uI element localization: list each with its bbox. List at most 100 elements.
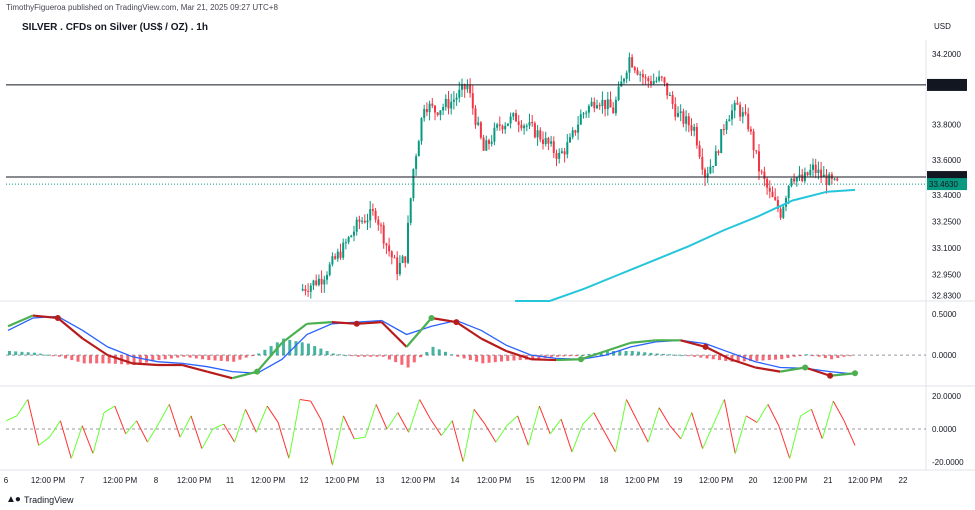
momentum-line-segment bbox=[625, 399, 638, 422]
candle-body bbox=[628, 57, 631, 73]
histogram-bar bbox=[767, 355, 771, 361]
oscillator-line-segment bbox=[231, 370, 258, 380]
momentum-line-segment bbox=[92, 412, 105, 454]
candle-body bbox=[658, 76, 661, 81]
momentum-line-segment bbox=[38, 436, 50, 446]
time-tick-label: 7 bbox=[80, 476, 85, 485]
candle-body bbox=[744, 112, 747, 114]
time-tick-label: 6 bbox=[4, 476, 9, 485]
candle-body bbox=[342, 242, 345, 258]
histogram-bar bbox=[699, 355, 703, 358]
histogram-bar bbox=[537, 355, 541, 359]
candle-body bbox=[506, 123, 509, 126]
candle-body bbox=[690, 125, 693, 131]
histogram-bar bbox=[506, 355, 510, 361]
candle-body bbox=[755, 150, 758, 152]
candle-body bbox=[425, 109, 428, 113]
histogram-bar bbox=[556, 355, 560, 357]
histogram-bar bbox=[32, 352, 36, 356]
oscillator-line-segment bbox=[705, 345, 731, 361]
candle-body bbox=[709, 166, 712, 174]
momentum-line-segment bbox=[5, 415, 18, 422]
candle-body bbox=[636, 70, 639, 75]
candle-body bbox=[412, 168, 415, 199]
histogram-bar bbox=[375, 355, 379, 357]
histogram-bar bbox=[269, 346, 273, 356]
candle-body bbox=[693, 126, 696, 131]
time-tick-label: 8 bbox=[154, 476, 159, 485]
price-tick-label: 32.8300 bbox=[932, 292, 961, 301]
momentum-line-segment bbox=[462, 409, 475, 462]
histogram-bar bbox=[369, 355, 373, 357]
momentum-tick-label: -20.0000 bbox=[932, 458, 964, 467]
oscillator-line-segment bbox=[7, 314, 34, 328]
candle-body bbox=[555, 152, 558, 159]
histogram-bar bbox=[630, 351, 634, 356]
candle-body bbox=[817, 169, 820, 173]
histogram-bar bbox=[649, 352, 653, 356]
candle-body bbox=[582, 113, 585, 115]
histogram-bar bbox=[313, 346, 317, 356]
histogram-bar bbox=[830, 355, 834, 360]
candle-body bbox=[560, 151, 563, 153]
candle-body bbox=[725, 121, 728, 130]
candle-body bbox=[371, 209, 374, 211]
candle-body bbox=[485, 140, 488, 151]
momentum-line-segment bbox=[527, 405, 540, 446]
tradingview-logo[interactable]: ▲● TradingView bbox=[6, 494, 73, 505]
histogram-bar bbox=[244, 355, 248, 358]
histogram-bar bbox=[113, 355, 117, 364]
price-tick-label: 33.1000 bbox=[932, 244, 961, 253]
time-tick-label: 12:00 PM bbox=[177, 476, 212, 485]
candle-body bbox=[431, 103, 434, 106]
momentum-line-segment bbox=[702, 423, 714, 449]
oscillator-line-segment bbox=[630, 339, 656, 344]
histogram-bar bbox=[456, 355, 460, 357]
oscillator-pane bbox=[6, 314, 926, 380]
histogram-bar bbox=[76, 355, 80, 362]
candle-body bbox=[320, 278, 323, 285]
oscillator-line-segment bbox=[480, 337, 507, 352]
histogram-bar bbox=[57, 355, 61, 357]
time-tick-label: 12:00 PM bbox=[325, 476, 360, 485]
histogram-bar bbox=[462, 355, 466, 359]
candle-body bbox=[344, 242, 347, 244]
histogram-bar bbox=[680, 355, 684, 357]
crossover-dot bbox=[802, 364, 809, 371]
momentum-line-segment bbox=[386, 412, 399, 430]
oscillator-line-segment bbox=[804, 366, 831, 377]
candle-body bbox=[749, 129, 752, 132]
candle-body bbox=[687, 116, 690, 126]
histogram-bar bbox=[587, 354, 591, 356]
momentum-line-segment bbox=[832, 400, 845, 422]
histogram-bar bbox=[736, 355, 740, 362]
momentum-line-segment bbox=[419, 399, 431, 420]
momentum-line-segment bbox=[430, 418, 442, 436]
histogram-bar bbox=[238, 355, 242, 360]
time-tick-label: 22 bbox=[899, 476, 908, 485]
histogram-bar bbox=[294, 341, 298, 356]
time-tick-label: 12:00 PM bbox=[251, 476, 286, 485]
momentum-line-segment bbox=[604, 432, 616, 453]
histogram-bar bbox=[232, 355, 236, 362]
momentum-line-segment bbox=[277, 422, 290, 459]
oscillator-line-segment bbox=[730, 358, 756, 369]
candle-body bbox=[779, 208, 782, 218]
candle-body bbox=[741, 112, 744, 117]
histogram-bar bbox=[580, 355, 584, 357]
crossover-dot bbox=[702, 343, 709, 350]
candle-body bbox=[396, 257, 399, 275]
candle-body bbox=[336, 251, 339, 259]
candle-body bbox=[830, 174, 833, 179]
histogram-bar bbox=[225, 355, 229, 362]
oscillator-line-segment bbox=[829, 372, 856, 377]
oscillator-line-segment bbox=[331, 321, 357, 325]
momentum-line-segment bbox=[397, 412, 410, 433]
candle-body bbox=[604, 99, 607, 110]
histogram-bar bbox=[668, 354, 672, 356]
candle-body bbox=[814, 164, 817, 173]
candle-body bbox=[471, 93, 474, 109]
momentum-tick-label: 20.0000 bbox=[932, 392, 961, 401]
histogram-bar bbox=[188, 355, 192, 358]
